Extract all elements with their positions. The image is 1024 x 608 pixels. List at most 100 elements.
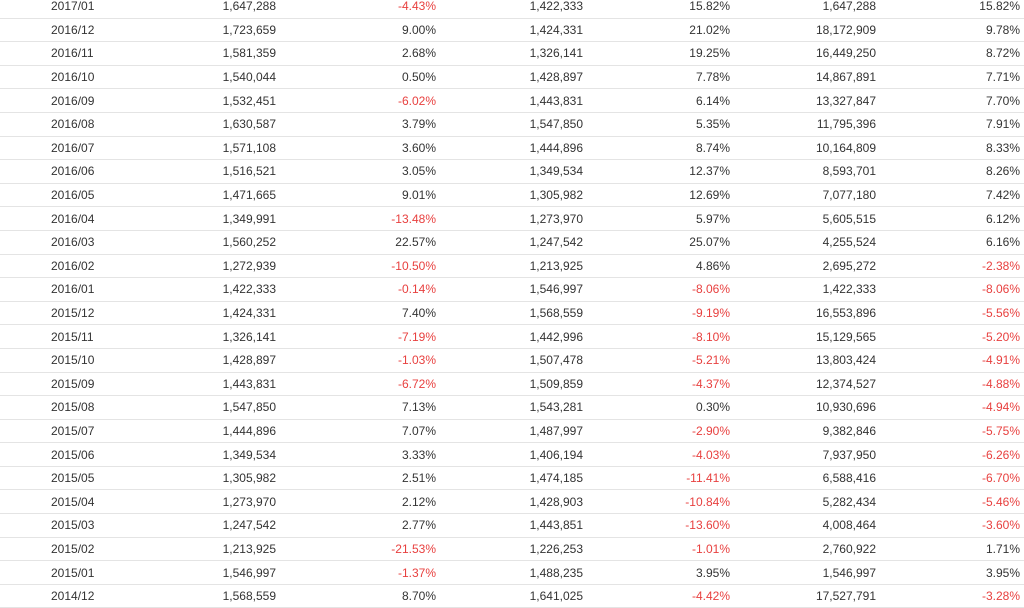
row-end-spacer (1020, 112, 1024, 137)
row-end-spacer (1020, 65, 1024, 90)
table-row: 2016/04 1,349,991 -13.48% 1,273,970 5.97% 5,6… (0, 206, 1024, 231)
month-cell: 2014/12 (0, 584, 133, 608)
value-cell: 1,516,521 (133, 159, 276, 184)
prev-value-cell: 1,443,831 (436, 88, 583, 113)
month-cell: 2015/09 (0, 372, 133, 397)
value-cell: 1,532,451 (133, 88, 276, 113)
row-end-spacer (1020, 301, 1024, 326)
prev-value-cell: 1,428,903 (436, 489, 583, 515)
yoy-change-cell: 3.95% (583, 560, 730, 585)
change-cell: -7.19% (276, 324, 436, 349)
yoy-change-cell: -4.37% (583, 372, 730, 397)
month-cell: 2016/08 (0, 112, 133, 137)
value-cell: 1,581,359 (133, 41, 276, 66)
value-cell: 1,540,044 (133, 65, 276, 90)
change-cell: 7.07% (276, 419, 436, 444)
month-cell: 2016/06 (0, 159, 133, 184)
cumulative-cell: 5,605,515 (730, 206, 876, 231)
cumulative-cell: 13,327,847 (730, 88, 876, 113)
yoy-change-cell: 25.07% (583, 230, 730, 255)
value-cell: 1,630,587 (133, 112, 276, 137)
yoy-change-cell: 0.30% (583, 395, 730, 420)
table-row: 2015/09 1,443,831 -6.72% 1,509,859 -4.37% 12,… (0, 372, 1024, 397)
change-cell: 2.12% (276, 489, 436, 515)
prev-value-cell: 1,349,534 (436, 159, 583, 184)
row-end-spacer (1020, 513, 1024, 538)
cumulative-change-cell: -6.26% (876, 442, 1020, 467)
table-row: 2016/09 1,532,451 -6.02% 1,443,831 6.14% 13,3… (0, 88, 1024, 113)
prev-value-cell: 1,641,025 (436, 584, 583, 608)
yoy-change-cell: 5.35% (583, 112, 730, 137)
table-row: 2016/05 1,471,665 9.01% 1,305,982 12.69% 7,07… (0, 183, 1024, 208)
value-cell: 1,213,925 (133, 537, 276, 562)
cumulative-cell: 12,374,527 (730, 372, 876, 397)
row-end-spacer (1020, 466, 1024, 491)
row-end-spacer (1020, 324, 1024, 349)
row-end-spacer (1020, 489, 1024, 515)
cumulative-cell: 9,382,846 (730, 419, 876, 444)
yoy-change-cell: 6.14% (583, 88, 730, 113)
cumulative-change-cell: 6.16% (876, 230, 1020, 255)
change-cell: 2.77% (276, 513, 436, 538)
row-end-spacer (1020, 206, 1024, 231)
row-end-spacer (1020, 41, 1024, 66)
cumulative-cell: 2,760,922 (730, 537, 876, 562)
prev-value-cell: 1,546,997 (436, 277, 583, 302)
table-row: 2016/11 1,581,359 2.68% 1,326,141 19.25% 16,4… (0, 41, 1024, 66)
prev-value-cell: 1,213,925 (436, 254, 583, 279)
yoy-change-cell: 12.69% (583, 183, 730, 208)
yoy-change-cell: -5.21% (583, 348, 730, 373)
cumulative-cell: 6,588,416 (730, 466, 876, 491)
month-cell: 2015/07 (0, 419, 133, 444)
yoy-change-cell: 4.86% (583, 254, 730, 279)
value-cell: 1,273,970 (133, 489, 276, 515)
change-cell: -1.03% (276, 348, 436, 373)
change-cell: -6.02% (276, 88, 436, 113)
change-cell: 8.70% (276, 584, 436, 608)
month-cell: 2015/12 (0, 301, 133, 326)
row-end-spacer (1020, 419, 1024, 444)
table-row: 2015/02 1,213,925 -21.53% 1,226,253 -1.01% 2,… (0, 537, 1024, 562)
table-row: 2016/10 1,540,044 0.50% 1,428,897 7.78% 14,86… (0, 65, 1024, 90)
row-end-spacer (1020, 0, 1024, 19)
month-cell: 2015/10 (0, 348, 133, 373)
change-cell: 9.01% (276, 183, 436, 208)
cumulative-change-cell: -3.60% (876, 513, 1020, 538)
cumulative-cell: 13,803,424 (730, 348, 876, 373)
cumulative-change-cell: -5.20% (876, 324, 1020, 349)
month-cell: 2016/02 (0, 254, 133, 279)
cumulative-change-cell: -4.88% (876, 372, 1020, 397)
change-cell: 0.50% (276, 65, 436, 90)
value-cell: 1,305,982 (133, 466, 276, 491)
month-cell: 2015/01 (0, 560, 133, 585)
table-row: 2015/12 1,424,331 7.40% 1,568,559 -9.19% 16,5… (0, 301, 1024, 326)
table-row: 2016/02 1,272,939 -10.50% 1,213,925 4.86% 2,6… (0, 254, 1024, 279)
cumulative-cell: 1,647,288 (730, 0, 876, 19)
cumulative-cell: 10,930,696 (730, 395, 876, 420)
yoy-change-cell: 19.25% (583, 41, 730, 66)
yoy-change-cell: -8.10% (583, 324, 730, 349)
month-cell: 2015/02 (0, 537, 133, 562)
cumulative-change-cell: 7.42% (876, 183, 1020, 208)
prev-value-cell: 1,326,141 (436, 41, 583, 66)
row-end-spacer (1020, 395, 1024, 420)
yoy-change-cell: -11.41% (583, 466, 730, 491)
cumulative-change-cell: 7.71% (876, 65, 1020, 90)
cumulative-change-cell: 7.91% (876, 112, 1020, 137)
table-row: 2014/12 1,568,559 8.70% 1,641,025 -4.42% 17,5… (0, 584, 1024, 608)
cumulative-change-cell: 7.70% (876, 88, 1020, 113)
change-cell: 7.40% (276, 301, 436, 326)
month-cell: 2015/05 (0, 466, 133, 491)
value-cell: 1,568,559 (133, 584, 276, 608)
row-end-spacer (1020, 18, 1024, 43)
row-end-spacer (1020, 442, 1024, 467)
month-cell: 2015/04 (0, 489, 133, 515)
prev-value-cell: 1,406,194 (436, 442, 583, 467)
cumulative-change-cell: -5.46% (876, 489, 1020, 515)
prev-value-cell: 1,487,997 (436, 419, 583, 444)
yoy-change-cell: -4.42% (583, 584, 730, 608)
change-cell: -4.43% (276, 0, 436, 19)
table-row: 2017/01 1,647,288 -4.43% 1,422,333 15.82% 1,6… (0, 0, 1024, 19)
